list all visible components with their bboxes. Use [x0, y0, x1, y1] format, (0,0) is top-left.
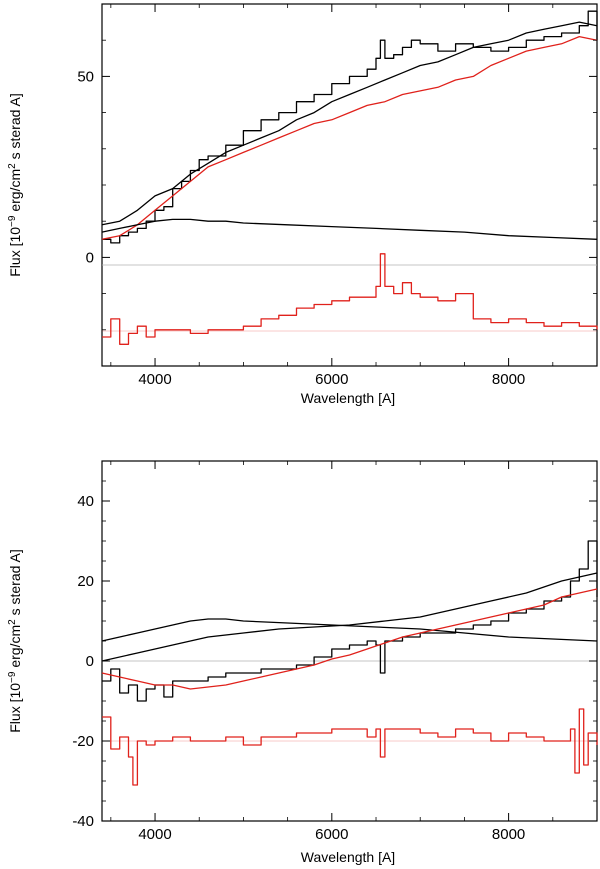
- top-y-axis-label: Flux [10−9 erg/cm2 s sterad A]: [7, 93, 24, 277]
- bottom-series-1: [101, 572, 598, 662]
- top-y-tick-label: 0: [86, 249, 94, 266]
- top-series-2: [101, 35, 598, 240]
- bottom-x-tick-label: 6000: [315, 826, 348, 843]
- bottom-y-tick-label: 40: [77, 493, 94, 510]
- top-x-tick-label: 8000: [492, 371, 525, 388]
- top-series-1: [102, 10, 598, 244]
- top-x-tick-label: 6000: [315, 371, 348, 388]
- bottom-y-tick-label: 20: [77, 573, 94, 590]
- top-y-tick-label: 50: [77, 68, 94, 85]
- bottom-panel: 4000 6000 8000 -40 -20 0 20 40 Wavelength [A] F…: [7, 460, 598, 865]
- bottom-y-tick-label: 0: [86, 653, 94, 670]
- bottom-y-tick-label: -20: [72, 733, 94, 750]
- top-series-4: [102, 253, 598, 345]
- bottom-x-tick-label: 4000: [138, 826, 171, 843]
- bottom-series-2: [102, 540, 598, 702]
- top-x-axis-label: Wavelength [A]: [301, 390, 395, 406]
- bottom-series-3: [101, 588, 598, 690]
- bottom-plot-frame: [101, 460, 598, 822]
- top-series-0: [101, 21, 598, 226]
- top-x-tick-label: 4000: [138, 371, 171, 388]
- bottom-y-axis-label: Flux [10−9 erg/cm2 s sterad A]: [7, 549, 24, 733]
- bottom-y-tick-label: -40: [72, 813, 94, 830]
- bottom-x-tick-label: 8000: [492, 826, 525, 843]
- bottom-series-0: [101, 618, 598, 642]
- bottom-x-axis-label: Wavelength [A]: [301, 849, 395, 865]
- bottom-series-4: [102, 708, 598, 786]
- top-panel: 4000 6000 8000 0 50 Wavelength [A] Flux [10−…: [7, 3, 598, 406]
- top-series-3: [101, 218, 598, 240]
